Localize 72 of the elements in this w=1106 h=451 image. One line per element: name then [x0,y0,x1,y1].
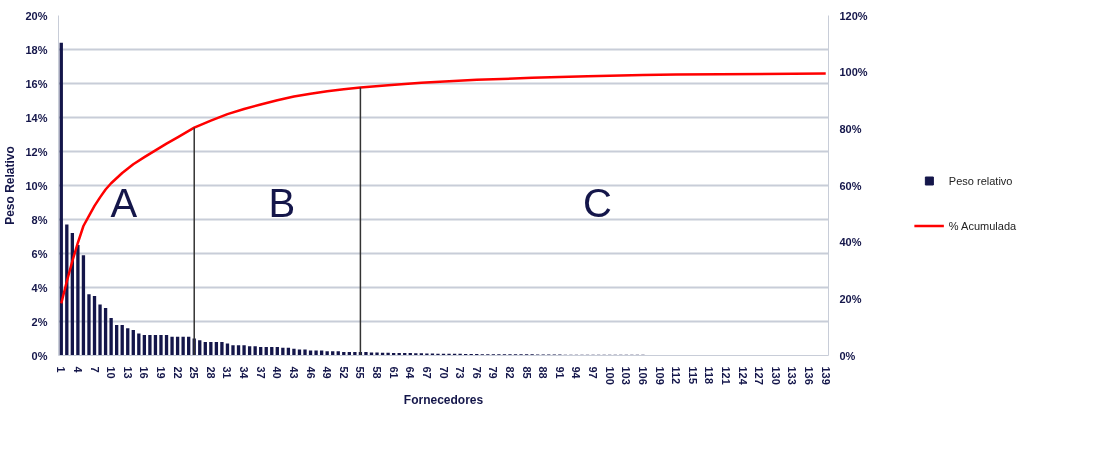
x-tick-label: 94 [570,366,583,380]
x-tick-label: 130 [769,366,782,385]
x-tick-label: 76 [470,366,483,379]
y2-tick-label: 20% [839,292,862,305]
y2-tick-label: 40% [839,236,862,249]
x-tick-label: 16 [138,366,151,379]
x-tick-label: 64 [404,366,417,380]
annotation: A [110,180,138,225]
x-tick-label: 118 [703,366,716,385]
x-tick-label: 70 [437,366,450,379]
x-tick-label: 139 [819,366,832,385]
x-tick-label: 133 [786,366,799,385]
y-tick-label: 4% [31,281,48,294]
x-axis-title: Fornecedores [403,392,484,407]
y2-tick-label: 100% [839,66,868,79]
y2-tick-label: 0% [839,349,856,362]
x-tick-label: 19 [154,366,167,379]
x-tick-label: 73 [454,366,467,379]
y-tick-label: 6% [31,247,48,260]
x-tick-label: 127 [753,366,766,385]
x-tick-label: 34 [238,366,251,380]
x-tick-label: 100 [603,366,616,385]
x-tick-label: 109 [653,366,666,385]
x-tick-label: 121 [720,366,733,385]
x-tick-label: 40 [271,366,284,379]
x-tick-label: 52 [337,366,350,379]
y-tick-label: 8% [31,213,48,226]
x-tick-label: 49 [321,366,334,379]
x-tick-label: 25 [188,366,201,379]
x-tick-label: 61 [387,366,400,379]
y2-tick-label: 60% [839,179,862,192]
x-tick-label: 124 [736,366,749,386]
x-tick-label: 55 [354,366,367,379]
x-tick-label: 97 [587,366,600,379]
y-tick-label: 10% [25,179,48,192]
y2-tick-label: 120% [839,9,868,22]
x-tick-label: 67 [420,366,433,379]
x-tick-label: 22 [171,366,184,379]
x-tick-label: 136 [803,366,816,385]
x-tick-label: 10 [105,366,118,379]
legend-label: % Acumulada [948,219,1017,232]
y-tick-label: 16% [25,77,48,90]
y-tick-label: 20% [25,9,48,22]
x-tick-label: 79 [487,366,500,379]
x-tick-label: 58 [371,366,384,379]
y-tick-label: 2% [31,315,48,328]
x-tick-label: 85 [520,366,533,379]
x-tick-label: 46 [304,366,317,379]
x-tick-label: 103 [620,366,633,385]
x-tick-label: 82 [503,366,516,379]
y-tick-label: 12% [25,145,48,158]
x-tick-label: 91 [553,366,566,379]
legend-label: Peso relativo [948,174,1013,187]
x-tick-label: 37 [254,366,267,379]
x-tick-label: 1 [55,366,68,373]
annotation: C [583,180,612,225]
x-tick-label: 13 [121,366,134,379]
x-tick-label: 43 [287,366,300,379]
x-tick-label: 106 [636,366,649,385]
x-tick-label: 31 [221,366,234,379]
x-tick-label: 112 [670,366,683,385]
x-tick-label: 115 [686,366,699,385]
y-tick-label: 14% [25,111,48,124]
y2-tick-label: 80% [839,122,862,135]
y-tick-label: 0% [31,349,48,362]
y-axis-title: Peso Relativo [3,146,18,225]
annotation: B [268,180,296,225]
x-tick-label: 28 [204,366,217,379]
x-tick-label: 7 [88,366,101,373]
x-tick-label: 88 [537,366,550,379]
x-tick-label: 4 [71,366,84,374]
y-tick-label: 18% [25,43,48,56]
